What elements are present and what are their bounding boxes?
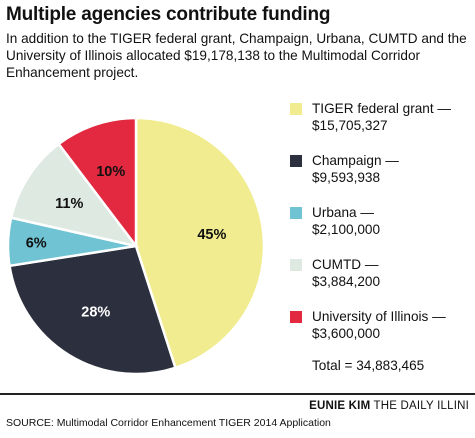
chart-title: Multiple agencies contribute funding xyxy=(6,4,331,25)
credit-name: EUNIE KIM xyxy=(309,400,371,412)
legend-text-0: TIGER federal grant — $15,705,327 xyxy=(312,100,472,134)
total-label: Total = 34,883,465 xyxy=(312,358,425,373)
credit-org: THE DAILY ILLINI xyxy=(373,400,469,412)
credit-line: EUNIE KIM THE DAILY ILLINI xyxy=(309,400,469,412)
legend-label-2: Urbana — xyxy=(312,205,374,220)
pie-label-2: 6% xyxy=(26,236,47,252)
pie-slice-1 xyxy=(8,244,177,376)
pie-slice-0 xyxy=(134,116,266,370)
source-note: SOURCE: Multimodal Corridor Enhancement … xyxy=(6,417,331,429)
legend-label-0: TIGER federal grant — xyxy=(312,101,452,116)
legend-swatch-2 xyxy=(290,207,302,219)
legend-swatch-3 xyxy=(290,259,302,271)
legend-value-1: $9,593,938 xyxy=(312,170,381,185)
legend-swatch-4 xyxy=(290,311,302,323)
legend-value-3: $3,884,200 xyxy=(312,274,381,289)
legend-label-3: CUMTD — xyxy=(312,257,379,272)
legend-value-2: $2,100,000 xyxy=(312,222,381,237)
pie-slice-3 xyxy=(9,142,140,248)
legend-swatch-0 xyxy=(290,103,302,115)
chart-subtitle: In addition to the TIGER federal grant, … xyxy=(6,31,467,80)
pie-label-4: 10% xyxy=(96,164,125,180)
pie-label-0: 45% xyxy=(197,227,226,243)
legend-label-4: University of Illinois — xyxy=(312,309,446,324)
legend-text-4: University of Illinois — $3,600,000 xyxy=(312,308,472,342)
pie-slice-4 xyxy=(56,116,138,250)
legend-text-1: Champaign — $9,593,938 xyxy=(312,152,472,186)
legend-text-3: CUMTD — $3,884,200 xyxy=(312,256,472,290)
pie-label-1: 28% xyxy=(81,304,110,320)
pie-label-3: 11% xyxy=(55,196,83,212)
legend-value-0: $15,705,327 xyxy=(312,118,388,133)
legend-label-1: Champaign — xyxy=(312,153,399,168)
legend-value-4: $3,600,000 xyxy=(312,326,381,341)
divider xyxy=(0,393,475,395)
legend-text-2: Urbana — $2,100,000 xyxy=(312,204,472,238)
legend-swatch-1 xyxy=(290,155,302,167)
